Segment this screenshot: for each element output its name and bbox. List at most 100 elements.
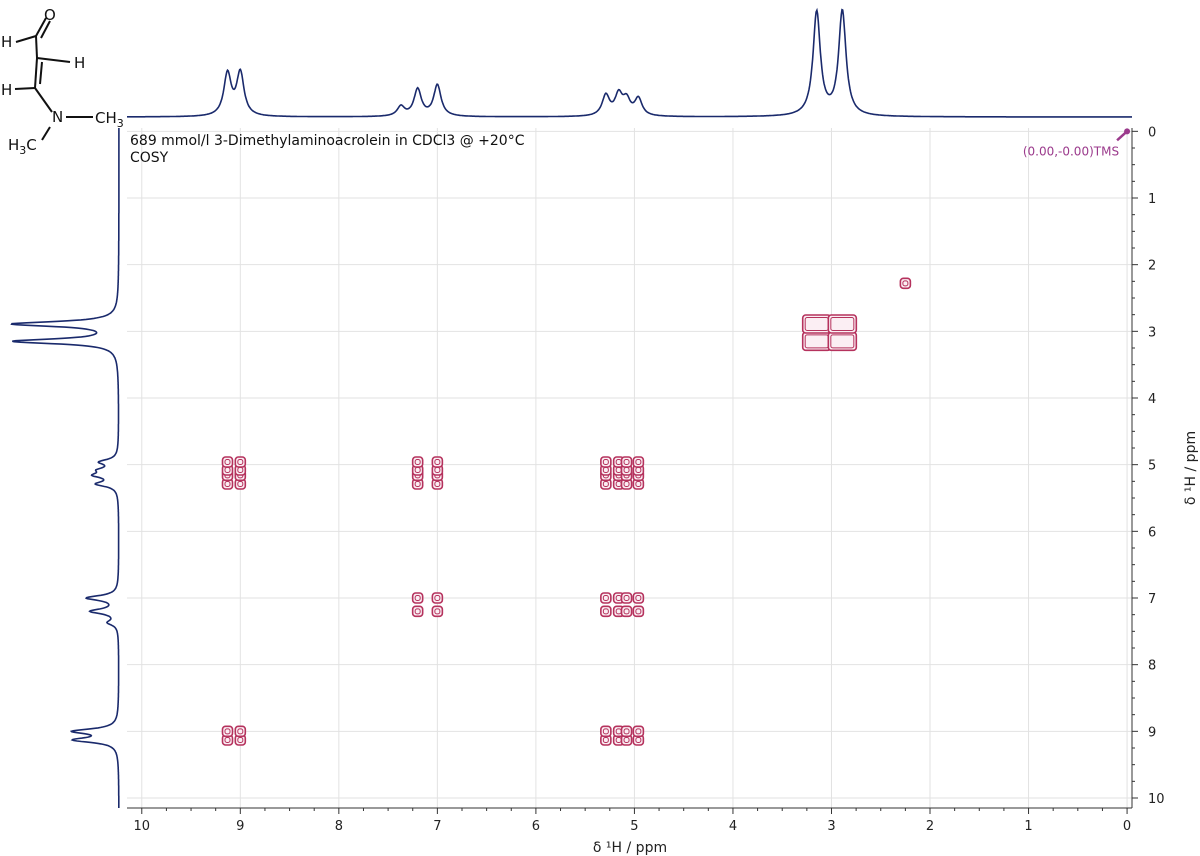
tms-reference: (0.00,-0.00)TMS [1023, 128, 1131, 158]
cross-peak-contour-inner [902, 280, 909, 287]
cross-peak-contour-inner [830, 317, 855, 331]
cross-peak-contour-outer [600, 725, 612, 738]
cross-peak-contour-inner [414, 608, 421, 615]
atom-h-left: H [1, 81, 12, 99]
cross-peak [600, 725, 645, 746]
cross-peak [221, 456, 247, 490]
cross-peak-contour-outer [431, 592, 444, 604]
cross-peak [221, 725, 247, 746]
cross-peak-contour-inner [635, 595, 642, 601]
left-projection [10, 128, 120, 808]
x-tick-label: 0 [1123, 819, 1131, 834]
cross-peak-contour-inner [635, 459, 642, 465]
y-axis-ticks: 0 1 2 3 4 5 6 7 8 9 10 [1132, 125, 1165, 807]
atom-n: N [52, 108, 63, 126]
x-tick-label: 6 [532, 819, 540, 834]
atom-h-vinyl: H [74, 54, 85, 72]
cross-peak-contour-outer [632, 605, 645, 618]
y-tick-label: 4 [1148, 392, 1156, 407]
y-tick-label: 3 [1148, 325, 1156, 340]
cross-peak-contour-inner [602, 608, 609, 615]
cross-peak-contour-inner [623, 728, 630, 735]
cross-peak-contour-outer [431, 605, 444, 618]
cross-peak-contour-outer [600, 456, 612, 468]
cross-peak-contour-inner [434, 459, 441, 465]
cross-peak-contour-inner [414, 459, 421, 465]
cross-peak [600, 456, 645, 490]
y-tick-label: 6 [1148, 525, 1156, 540]
cross-peak-contour-inner [623, 481, 630, 487]
cross-peak-contour-inner [602, 481, 609, 487]
cross-peak-contour-inner [414, 481, 421, 487]
grid-lines [127, 128, 1132, 808]
cross-peak-contour-outer [600, 592, 612, 604]
cross-peak [411, 456, 444, 490]
y-tick-label: 10 [1148, 792, 1165, 807]
y-tick-label: 1 [1148, 192, 1156, 207]
cross-peak [600, 592, 645, 618]
y-tick-label: 0 [1148, 125, 1156, 140]
cross-peak-contour-outer [632, 725, 645, 738]
cross-peak-contour-inner [635, 728, 642, 735]
cross-peak-contour-inner [414, 595, 421, 601]
cross-peak-contour-outer [620, 456, 633, 468]
x-tick-label: 4 [729, 819, 737, 834]
atom-ch3-right: CH3 [95, 109, 124, 130]
cross-peak-contour-inner [224, 459, 231, 465]
cross-peak-contour-outer [620, 592, 633, 604]
cross-peak-contour-inner [224, 728, 231, 735]
cross-peak-contour-outer [234, 456, 247, 468]
x-tick-label: 3 [827, 819, 835, 834]
axes [127, 128, 1133, 809]
top-projection [127, 7, 1132, 118]
cross-peak-contour-outer [899, 277, 912, 290]
cross-peak-contour-inner [237, 481, 244, 487]
cross-peak-contour-outer [221, 725, 234, 738]
molecule-labels: O H H H N CH3 H3C [1, 6, 124, 157]
cross-peak-contour-outer [620, 725, 633, 738]
tms-reference-dot [1124, 128, 1131, 135]
chart-title: 689 mmol/l 3-Dimethylaminoacrolein in CD… [130, 133, 525, 149]
x-tick-label: 2 [926, 819, 934, 834]
cross-peak-contour-inner [623, 595, 630, 601]
cross-peak-contour-inner [237, 459, 244, 465]
x-tick-label: 1 [1024, 819, 1032, 834]
cross-peak-contour-outer [620, 605, 633, 618]
cross-peak-contour-outer [632, 592, 645, 604]
cross-peak-contour-inner [635, 481, 642, 487]
top-projection-trace [127, 7, 1132, 118]
x-axis-title: δ ¹H / ppm [593, 840, 667, 856]
cross-peak-contour-inner [635, 608, 642, 615]
cross-peak-contour-inner [224, 481, 231, 487]
cross-peak-contour-inner [602, 728, 609, 735]
cross-peak-contours [221, 277, 912, 746]
cross-peak-contour-outer [600, 605, 612, 618]
cross-peak-contour-inner [434, 608, 441, 615]
cross-peak-contour-outer [234, 725, 247, 738]
cross-peak-contour-inner [830, 334, 855, 349]
cross-peak-contour-inner [623, 459, 630, 465]
cross-peak [899, 277, 912, 290]
cross-peak-contour-outer [431, 456, 444, 468]
y-tick-label: 8 [1148, 659, 1156, 674]
cross-peak-contour-inner [237, 737, 244, 743]
cross-peak-contour-inner [623, 737, 630, 743]
x-tick-label: 5 [630, 819, 638, 834]
cross-peak-contour-outer [632, 456, 645, 468]
cross-peak-contour-inner [224, 737, 231, 743]
x-tick-label: 8 [335, 819, 343, 834]
atom-h3c-left: H3C [8, 136, 37, 157]
molecule-structure [14, 17, 93, 141]
chart-subtitle: COSY [130, 150, 169, 166]
left-projection-trace [10, 128, 120, 808]
cross-peak-contour-outer [221, 456, 234, 468]
cross-peak [411, 592, 444, 618]
y-tick-label: 7 [1148, 592, 1156, 607]
cross-peak-contour-inner [237, 728, 244, 735]
cross-peak-contour-outer [827, 314, 858, 334]
x-axis-ticks: 10 9 8 7 6 5 4 3 2 1 0 [134, 808, 1131, 834]
atom-h-aldehyde: H [1, 33, 12, 51]
